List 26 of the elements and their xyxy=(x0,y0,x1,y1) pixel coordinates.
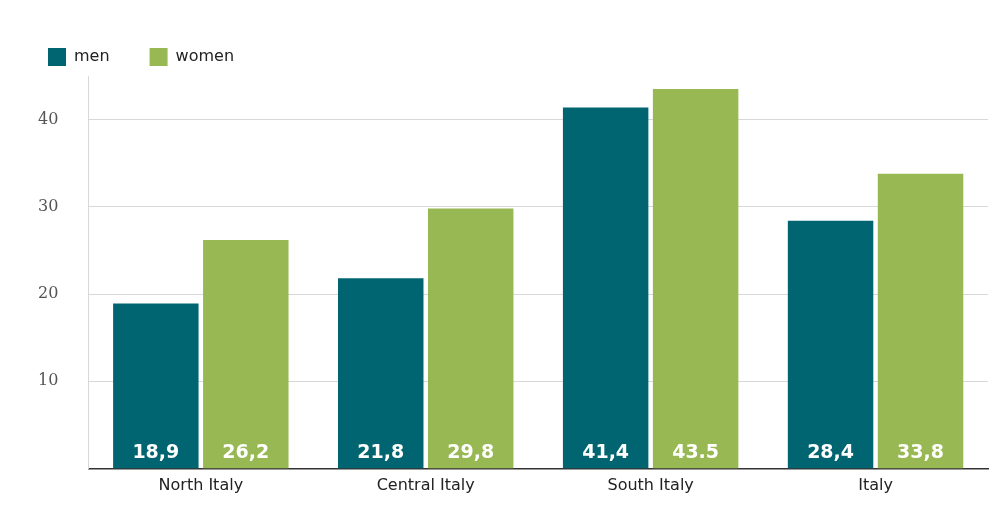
bar xyxy=(787,220,874,469)
x-tick-label: South Italy xyxy=(607,475,694,495)
data-label: 43.5 xyxy=(672,439,720,462)
bar xyxy=(427,208,514,469)
data-label: 29,8 xyxy=(447,439,495,462)
y-tick-label: 10 xyxy=(38,370,59,390)
bar xyxy=(338,278,424,469)
y-tick-label: 20 xyxy=(38,283,59,303)
data-label: 18,9 xyxy=(132,439,180,462)
legend-label: men xyxy=(74,46,110,66)
bar xyxy=(203,239,289,469)
x-tick-label: North Italy xyxy=(158,475,244,495)
bar xyxy=(877,173,964,469)
x-tick-label: Italy xyxy=(858,475,893,495)
data-label: 33,8 xyxy=(897,439,944,462)
bar xyxy=(113,303,199,469)
y-tick-label: 40 xyxy=(38,108,59,128)
data-label: 21,8 xyxy=(357,439,405,462)
legend-label: women xyxy=(175,46,235,66)
data-label: 26,2 xyxy=(222,439,270,462)
bar xyxy=(562,107,649,469)
bar xyxy=(652,89,739,469)
data-label: 28,4 xyxy=(807,439,855,462)
y-tick-label: 30 xyxy=(38,195,59,215)
data-label: 41,4 xyxy=(582,439,630,462)
x-tick-label: Central Italy xyxy=(376,475,475,495)
